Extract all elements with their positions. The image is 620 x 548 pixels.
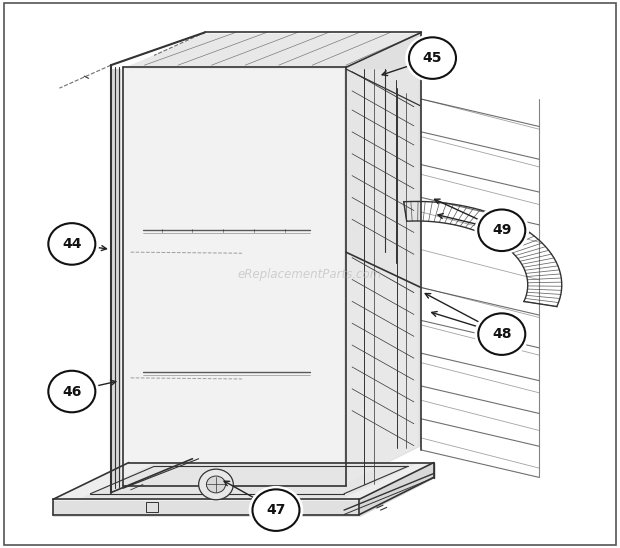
Circle shape: [252, 489, 299, 531]
Polygon shape: [81, 464, 415, 498]
Polygon shape: [122, 33, 422, 69]
Circle shape: [249, 487, 303, 534]
Circle shape: [406, 35, 459, 82]
Circle shape: [45, 368, 99, 415]
Polygon shape: [345, 252, 418, 484]
Circle shape: [475, 311, 528, 358]
Text: 44: 44: [62, 237, 82, 251]
Text: 46: 46: [62, 385, 81, 398]
Polygon shape: [345, 69, 418, 288]
Circle shape: [48, 223, 95, 265]
Polygon shape: [146, 503, 159, 512]
Polygon shape: [344, 33, 422, 484]
Text: eReplacementParts.com: eReplacementParts.com: [238, 267, 382, 281]
Circle shape: [48, 371, 95, 412]
Circle shape: [475, 207, 528, 254]
Circle shape: [478, 209, 525, 251]
Text: 45: 45: [423, 51, 442, 65]
Text: 49: 49: [492, 223, 512, 237]
Polygon shape: [53, 501, 360, 517]
Circle shape: [409, 37, 456, 79]
Circle shape: [206, 476, 226, 493]
Text: 48: 48: [492, 327, 512, 341]
Polygon shape: [53, 463, 434, 501]
Text: 47: 47: [266, 503, 286, 517]
Polygon shape: [122, 69, 344, 484]
Circle shape: [198, 469, 233, 500]
Polygon shape: [360, 463, 434, 517]
Circle shape: [478, 313, 525, 355]
Circle shape: [45, 220, 99, 267]
Polygon shape: [112, 69, 122, 484]
